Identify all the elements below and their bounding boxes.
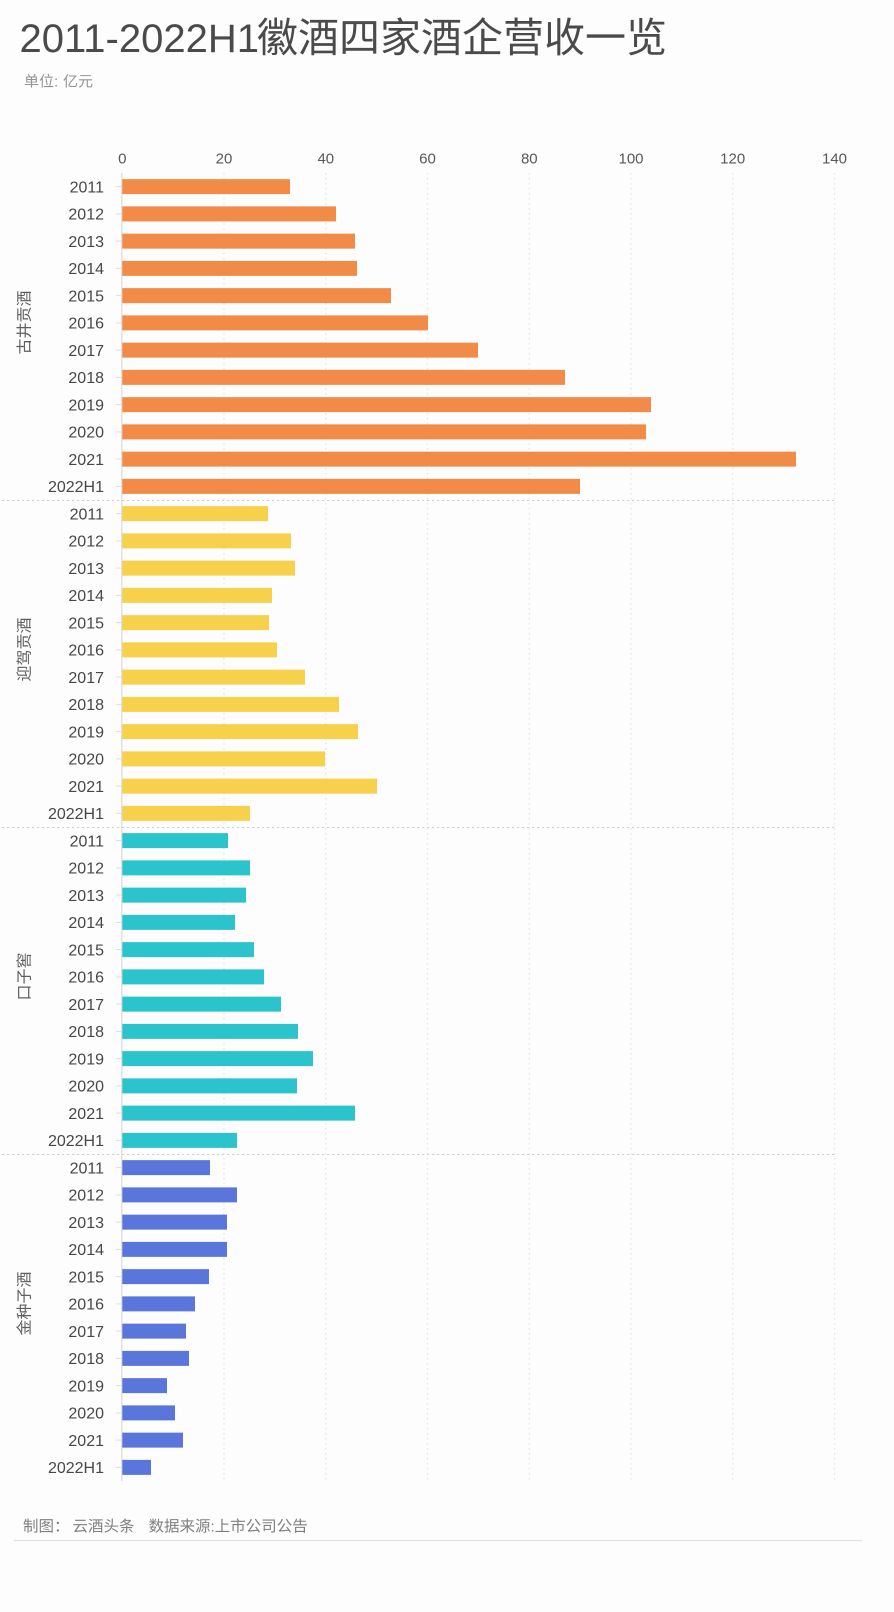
- svg-text:2022H1: 2022H1: [48, 479, 104, 496]
- svg-text:2020: 2020: [68, 1079, 104, 1096]
- svg-text:2019: 2019: [68, 724, 104, 741]
- svg-text:2018: 2018: [68, 1351, 104, 1368]
- svg-text:2022H1: 2022H1: [48, 806, 104, 823]
- svg-text:2021: 2021: [68, 779, 104, 796]
- svg-text:2013: 2013: [68, 561, 104, 578]
- svg-text:2012: 2012: [68, 534, 104, 551]
- svg-text:2021: 2021: [68, 1106, 104, 1123]
- svg-text:2017: 2017: [68, 670, 104, 687]
- svg-text:2011: 2011: [70, 179, 105, 196]
- svg-text:2018: 2018: [68, 1024, 104, 1041]
- svg-text:60: 60: [419, 151, 436, 168]
- svg-text:100: 100: [618, 151, 643, 168]
- svg-text:2016: 2016: [68, 1297, 104, 1314]
- svg-text:2019: 2019: [68, 397, 104, 414]
- svg-text:120: 120: [720, 151, 745, 168]
- svg-text:2013: 2013: [68, 234, 104, 251]
- svg-text:20: 20: [216, 151, 233, 168]
- svg-text:2018: 2018: [68, 697, 104, 714]
- svg-text:2014: 2014: [68, 915, 104, 932]
- svg-text:2022H1: 2022H1: [48, 1133, 104, 1150]
- svg-text:2011: 2011: [70, 506, 105, 523]
- svg-text:2019: 2019: [68, 1378, 104, 1395]
- svg-text:2017: 2017: [68, 997, 104, 1014]
- svg-text:2012: 2012: [68, 861, 104, 878]
- svg-text::: :: [211, 1519, 215, 1536]
- svg-text:2011: 2011: [70, 833, 105, 850]
- svg-text:2013: 2013: [68, 1215, 104, 1232]
- svg-text:2020: 2020: [68, 425, 104, 442]
- svg-text:2022H1: 2022H1: [48, 1460, 104, 1477]
- svg-text:2015: 2015: [68, 1269, 104, 1286]
- svg-text:2020: 2020: [68, 752, 104, 769]
- svg-text:2017: 2017: [68, 343, 104, 360]
- svg-text:2019: 2019: [68, 1051, 104, 1068]
- svg-text:2020: 2020: [68, 1406, 104, 1423]
- svg-text:2016: 2016: [68, 970, 104, 987]
- svg-text:2011-2022H1: 2011-2022H1: [20, 17, 259, 61]
- svg-text:2011: 2011: [70, 1160, 105, 1177]
- svg-text:2012: 2012: [68, 1188, 104, 1205]
- svg-text:80: 80: [521, 151, 538, 168]
- svg-text:2021: 2021: [68, 452, 104, 469]
- svg-text:2014: 2014: [68, 261, 104, 278]
- svg-text:2014: 2014: [68, 588, 104, 605]
- svg-text:2015: 2015: [68, 288, 104, 305]
- svg-text:2015: 2015: [68, 615, 104, 632]
- svg-text:2013: 2013: [68, 888, 104, 905]
- svg-text:2016: 2016: [68, 643, 104, 660]
- svg-text::: :: [54, 74, 58, 91]
- svg-text:0: 0: [118, 151, 126, 168]
- svg-text:2018: 2018: [68, 370, 104, 387]
- svg-text:2021: 2021: [68, 1433, 104, 1450]
- svg-text:2015: 2015: [68, 942, 104, 959]
- svg-text:2014: 2014: [68, 1242, 104, 1259]
- svg-text:40: 40: [317, 151, 334, 168]
- svg-text:2016: 2016: [68, 316, 104, 333]
- svg-text:140: 140: [822, 151, 847, 168]
- svg-text:2012: 2012: [68, 207, 104, 224]
- svg-text:2017: 2017: [68, 1324, 104, 1341]
